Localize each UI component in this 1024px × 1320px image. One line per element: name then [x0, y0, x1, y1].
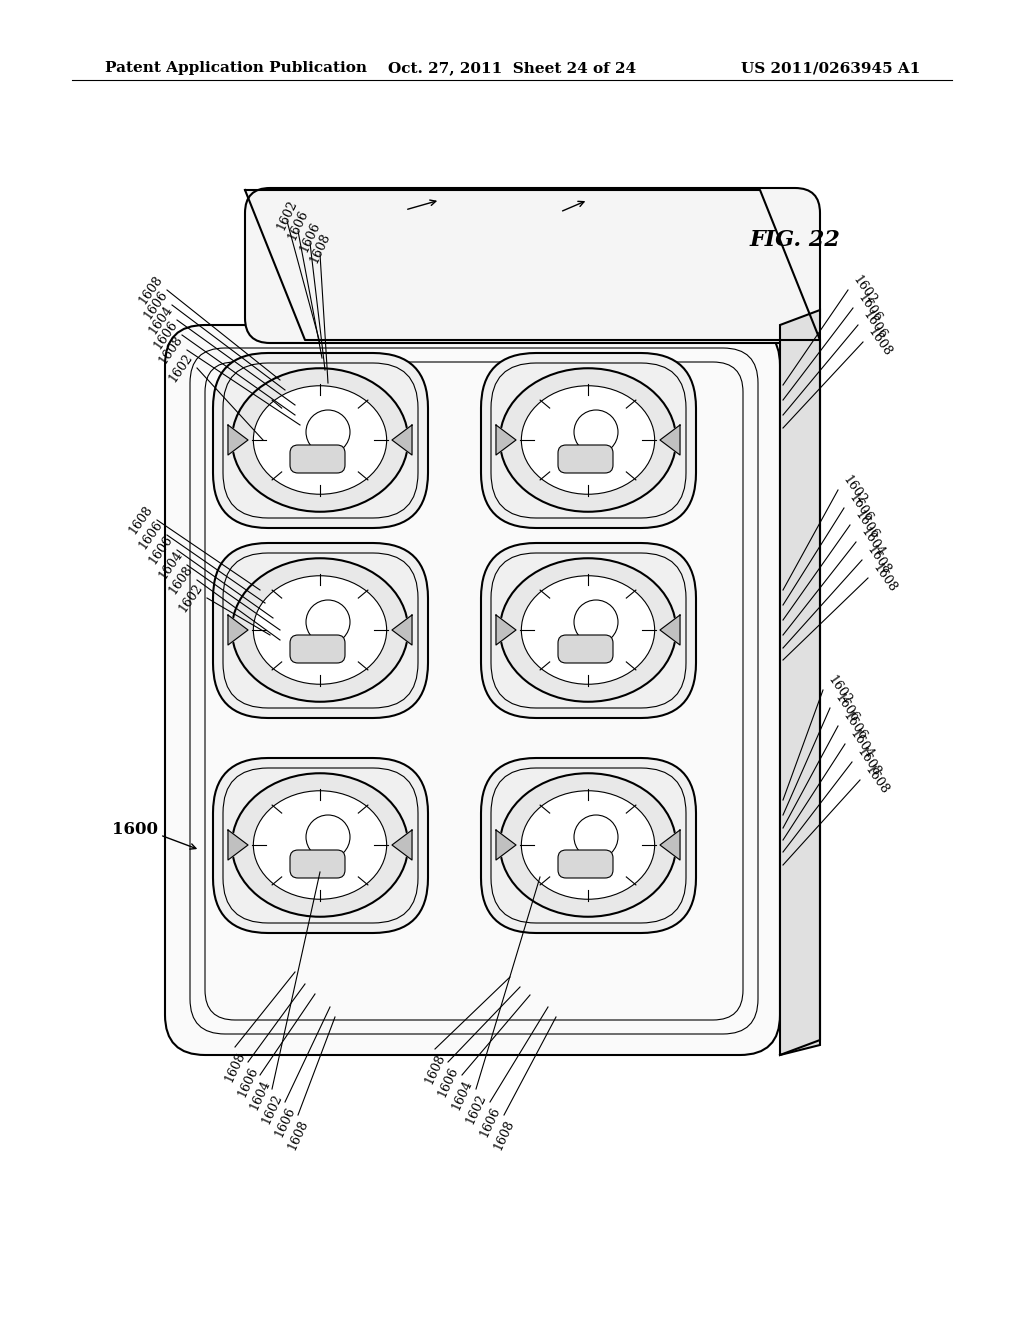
Polygon shape: [392, 425, 412, 455]
Ellipse shape: [500, 558, 676, 702]
FancyBboxPatch shape: [290, 850, 345, 878]
Text: 1606: 1606: [236, 1065, 261, 1100]
Text: 1608: 1608: [492, 1118, 517, 1152]
FancyBboxPatch shape: [558, 445, 613, 473]
Text: 1606: 1606: [846, 491, 874, 525]
Circle shape: [574, 411, 618, 454]
Text: 1608: 1608: [166, 564, 195, 597]
Text: 1606: 1606: [286, 207, 310, 243]
Text: 1604: 1604: [847, 727, 876, 760]
Text: 1606: 1606: [840, 709, 869, 743]
Text: 1604: 1604: [156, 548, 185, 582]
Text: 1602: 1602: [825, 673, 854, 706]
Text: 1606: 1606: [831, 692, 861, 725]
Text: 1606: 1606: [151, 318, 180, 352]
Ellipse shape: [231, 558, 409, 702]
Text: 1608: 1608: [286, 1118, 310, 1152]
Text: FIG. 22: FIG. 22: [750, 228, 841, 251]
Text: 1608: 1608: [865, 325, 894, 359]
FancyBboxPatch shape: [213, 758, 428, 933]
Polygon shape: [660, 830, 680, 861]
Text: 1604: 1604: [450, 1078, 475, 1113]
Polygon shape: [496, 830, 516, 861]
Text: 1606: 1606: [860, 308, 889, 342]
Text: 1608: 1608: [136, 273, 165, 306]
Text: 1608: 1608: [126, 503, 155, 537]
Polygon shape: [392, 830, 412, 861]
Circle shape: [306, 411, 350, 454]
Text: 1608: 1608: [307, 231, 333, 265]
Polygon shape: [496, 425, 516, 455]
Polygon shape: [228, 425, 248, 455]
FancyBboxPatch shape: [213, 352, 428, 528]
Text: 1602: 1602: [840, 473, 869, 507]
Text: 1606: 1606: [477, 1105, 503, 1139]
Circle shape: [306, 601, 350, 644]
Text: 1602: 1602: [274, 198, 300, 232]
Text: 1606: 1606: [136, 519, 165, 552]
FancyBboxPatch shape: [558, 850, 613, 878]
Polygon shape: [392, 615, 412, 645]
Text: 1606: 1606: [141, 288, 170, 322]
Text: 1602: 1602: [166, 351, 195, 385]
Ellipse shape: [521, 791, 654, 899]
Text: 1606: 1606: [855, 292, 884, 325]
Ellipse shape: [231, 774, 409, 917]
Text: 1606: 1606: [297, 219, 323, 255]
Polygon shape: [245, 190, 820, 341]
Polygon shape: [660, 425, 680, 455]
Circle shape: [574, 601, 618, 644]
FancyBboxPatch shape: [558, 635, 613, 663]
Text: US 2011/0263945 A1: US 2011/0263945 A1: [740, 61, 920, 75]
Text: 1608: 1608: [862, 763, 891, 797]
Ellipse shape: [521, 385, 654, 494]
Text: 1602: 1602: [464, 1092, 488, 1126]
FancyBboxPatch shape: [290, 635, 345, 663]
Circle shape: [574, 814, 618, 859]
Text: 1602: 1602: [176, 581, 205, 615]
FancyBboxPatch shape: [245, 187, 820, 343]
Text: 1606: 1606: [272, 1105, 298, 1139]
Text: 1608: 1608: [870, 561, 899, 595]
Polygon shape: [780, 325, 820, 1055]
Text: 1602: 1602: [259, 1092, 285, 1126]
Polygon shape: [496, 615, 516, 645]
FancyBboxPatch shape: [481, 758, 696, 933]
FancyBboxPatch shape: [481, 352, 696, 528]
Text: 1602: 1602: [850, 273, 879, 306]
Ellipse shape: [231, 368, 409, 512]
Polygon shape: [228, 830, 248, 861]
FancyBboxPatch shape: [165, 325, 780, 1055]
Text: 1608: 1608: [854, 746, 883, 779]
Text: 1600: 1600: [112, 821, 158, 838]
FancyBboxPatch shape: [481, 543, 696, 718]
Ellipse shape: [253, 791, 387, 899]
Polygon shape: [780, 310, 820, 1055]
Text: 1606: 1606: [435, 1065, 461, 1100]
Text: 1608: 1608: [422, 1052, 447, 1086]
Text: Oct. 27, 2011  Sheet 24 of 24: Oct. 27, 2011 Sheet 24 of 24: [388, 61, 636, 75]
Text: Patent Application Publication: Patent Application Publication: [105, 61, 367, 75]
Polygon shape: [228, 615, 248, 645]
Text: 1608: 1608: [156, 333, 185, 367]
Ellipse shape: [521, 576, 654, 684]
Polygon shape: [660, 615, 680, 645]
Ellipse shape: [253, 576, 387, 684]
Text: 1608: 1608: [864, 543, 893, 577]
Circle shape: [306, 814, 350, 859]
Text: 1606: 1606: [146, 533, 175, 566]
Text: 1604: 1604: [146, 304, 175, 337]
Text: 1604: 1604: [248, 1078, 272, 1113]
Ellipse shape: [500, 774, 676, 917]
Text: 1608: 1608: [222, 1049, 248, 1085]
Ellipse shape: [253, 385, 387, 494]
Text: 1606: 1606: [852, 508, 881, 541]
FancyBboxPatch shape: [290, 445, 345, 473]
Ellipse shape: [500, 368, 676, 512]
FancyBboxPatch shape: [213, 543, 428, 718]
Text: 1604: 1604: [858, 525, 887, 558]
